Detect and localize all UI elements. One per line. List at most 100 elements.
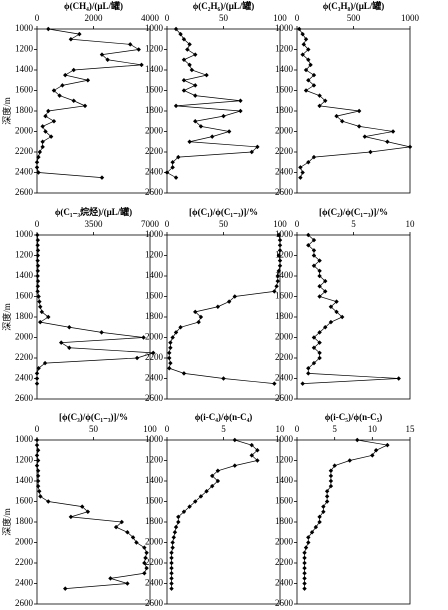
y-tick-label: 2000 [15,332,34,342]
x-tick-label: 0 [35,424,40,434]
data-point [187,504,192,509]
plot-frame [36,234,151,400]
data-point [36,154,41,160]
panel-title: ϕ(C₃H₈)/(μL/罐) [323,0,385,11]
y-tick-label: 2600 [15,598,34,608]
y-tick-label: 1800 [145,311,164,321]
x-tick-label: 0 [35,219,40,229]
data-point [368,149,373,155]
y-tick-label: 2600 [275,187,294,197]
data-point [34,160,40,165]
data-point [317,355,322,361]
x-tick-label: 50 [219,13,229,23]
data-point [215,468,221,473]
data-point [68,37,74,42]
y-tick-label: 1800 [15,311,34,321]
data-point [35,483,41,489]
data-point [35,458,41,463]
y-tick-label: 2400 [15,373,34,383]
data-point [317,514,322,520]
y-tick-label: 1400 [145,270,164,280]
data-point [187,42,192,47]
data-point [317,340,322,345]
data-point [297,26,302,32]
data-point [60,83,65,88]
data-point [255,144,260,150]
data-point [170,160,175,165]
data-point [302,581,307,586]
data-point [125,581,130,586]
y-tick-label: 1000 [15,229,34,239]
data-point [85,78,91,83]
data-point [105,57,110,62]
data-point [317,258,322,263]
y-tick-label: 1400 [15,64,34,74]
data-point [232,463,237,468]
plot-frame [296,28,411,194]
data-point [82,103,88,109]
y-tick-label: 1800 [15,105,34,115]
data-point [232,294,237,299]
y-tick-label: 1600 [145,291,164,301]
data-point [176,519,181,525]
x-tick-label: 15 [406,424,416,434]
data-point [144,565,149,571]
y-tick-label: 1200 [15,250,34,260]
data-point [168,360,173,366]
data-point [334,113,339,119]
data-point [332,463,337,468]
data-point [142,571,147,576]
y-tick-label: 2400 [145,578,164,588]
data-point [46,499,51,504]
data-point [169,586,174,591]
data-point [301,42,306,47]
data-point [317,93,322,98]
y-tick-label: 1200 [15,44,34,54]
y-tick-label: 2400 [275,578,294,588]
data-point [36,294,41,299]
y-tick-label: 2600 [145,598,164,608]
data-point [276,268,282,274]
data-point [128,42,133,47]
data-point [46,108,51,114]
data-point [67,325,72,330]
data-point [170,545,175,550]
data-point [324,499,330,504]
data-point [167,366,172,371]
data-point [275,273,280,279]
data-point [134,355,140,361]
y-tick-label: 2200 [15,146,34,156]
data-point [204,72,209,78]
data-point [99,52,105,57]
y-tick-label: 2000 [145,537,164,547]
y-tick-label: 2200 [275,146,294,156]
data-point [67,345,72,350]
x-tick-label: 50 [219,219,229,229]
data-point [396,376,401,381]
y-tick-label: 1400 [275,64,294,74]
data-point [302,560,307,566]
data-point [38,304,43,309]
data-point [169,571,174,576]
data-point [34,437,40,443]
y-tick-label: 1600 [275,85,294,95]
data-point [57,93,62,98]
data-point [274,284,279,289]
data-point [303,67,309,73]
data-point [142,560,147,566]
x-tick-label: 0 [165,13,170,23]
data-point [136,47,141,52]
data-point [311,237,317,243]
data-point [35,253,41,258]
y-tick-label: 2200 [145,146,164,156]
data-point [311,83,317,88]
data-point [302,576,307,581]
data-point [340,314,345,320]
y-tick-label: 1800 [275,105,294,115]
y-tick-label: 1000 [275,23,294,33]
data-point [77,31,82,37]
data-point [35,473,41,479]
data-point [198,494,204,499]
data-point [198,124,204,129]
